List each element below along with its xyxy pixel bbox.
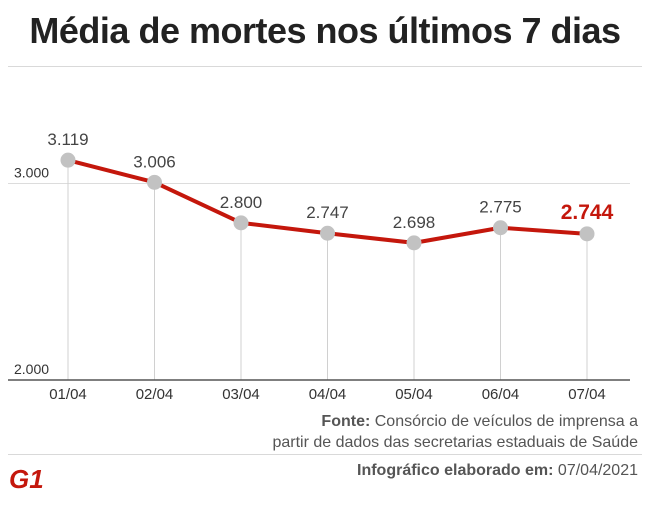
value-label: 3.119 xyxy=(47,130,88,149)
x-tick-label: 07/04 xyxy=(568,386,606,400)
source-line-1: Consórcio de veículos de imprensa a xyxy=(374,413,638,430)
data-point xyxy=(60,152,76,168)
x-tick-label: 05/04 xyxy=(395,386,433,400)
credit-note: Infográfico elaborado em: 07/04/2021 xyxy=(357,462,638,480)
title-divider xyxy=(8,66,642,67)
x-tick-label: 03/04 xyxy=(222,386,260,400)
data-point xyxy=(493,220,508,236)
x-tick-label: 04/04 xyxy=(309,386,347,400)
data-point xyxy=(320,225,335,241)
g1-logo: G1 xyxy=(9,466,44,492)
x-tick-label: 02/04 xyxy=(136,386,174,400)
x-tick-label: 01/04 xyxy=(49,386,87,400)
value-label: 2.698 xyxy=(393,213,436,232)
source-label: Fonte: xyxy=(321,413,371,430)
source-note: Fonte: Consórcio de veículos de imprensa… xyxy=(272,411,638,453)
credit-date: 07/04/2021 xyxy=(557,462,638,479)
data-point xyxy=(579,226,595,242)
data-point xyxy=(147,174,162,190)
value-label: 2.775 xyxy=(479,198,522,217)
g1-logo-text: G1 xyxy=(9,466,44,492)
chart-title: Média de mortes nos últimos 7 dias xyxy=(29,10,621,51)
x-tick-label: 06/04 xyxy=(482,386,520,400)
value-label: 2.800 xyxy=(220,193,263,212)
highlight-value-label: 2.744 xyxy=(561,201,614,224)
credit-label: Infográfico elaborado em: xyxy=(357,462,554,479)
y-tick-label: 3.000 xyxy=(14,165,49,181)
data-point xyxy=(406,235,422,251)
line-chart: 2.000 3.000 01/04 02/04 03/04 04/04 05/04 06/04… xyxy=(8,130,630,400)
y-tick-label: 2.000 xyxy=(14,361,49,377)
value-label: 3.006 xyxy=(133,152,176,171)
footer-divider xyxy=(8,454,642,455)
data-point xyxy=(233,215,249,231)
value-label: 2.747 xyxy=(306,203,349,222)
source-line-2: partir de dados das secretarias estaduai… xyxy=(272,434,638,451)
